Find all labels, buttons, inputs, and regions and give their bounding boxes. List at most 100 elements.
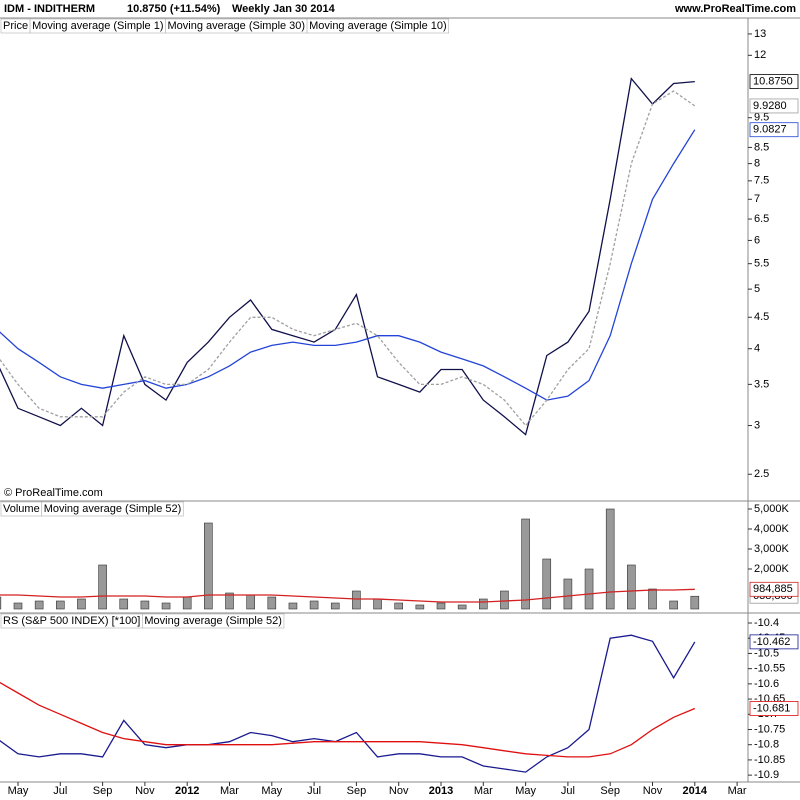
x-tick-label: Mar <box>474 785 493 797</box>
series-line <box>0 634 696 773</box>
x-tick-label: Jul <box>53 785 67 797</box>
date: Jan 30 2014 <box>273 3 336 15</box>
x-tick-label: Sep <box>600 785 620 797</box>
x-tick-label: Nov <box>135 785 155 797</box>
y-tick-label: -10.85 <box>754 754 785 766</box>
x-tick-label: Mar <box>220 785 239 797</box>
legend-box <box>142 613 285 629</box>
legend-entry: RS (S&P 500 INDEX) [*100] <box>3 615 140 627</box>
volume-bar <box>140 600 150 610</box>
legend-entry: Volume <box>3 503 40 515</box>
x-tick-label: 2012 <box>175 785 199 797</box>
y-tick-label: 5.5 <box>754 258 769 270</box>
value-box <box>749 581 799 597</box>
y-tick-label: 2.5 <box>754 468 769 480</box>
legend-box <box>41 501 184 517</box>
legend-entry: Price <box>3 20 28 32</box>
volume-bar <box>563 578 573 610</box>
volume-bar <box>13 602 23 610</box>
y-tick-label: 9.5 <box>754 112 769 124</box>
plot-area <box>0 77 696 436</box>
value-label: -10.462 <box>753 636 790 648</box>
volume-bar <box>330 602 340 610</box>
legend-entry: Moving average (Simple 52) <box>44 503 182 515</box>
x-tick-label: 2014 <box>683 785 708 797</box>
legend-entry: Moving average (Simple 52) <box>144 615 282 627</box>
x-tick-label: May <box>261 785 282 797</box>
y-tick-label: 3.5 <box>754 378 769 390</box>
y-tick-label: 4 <box>754 343 760 355</box>
legend-entry: Moving average (Simple 10) <box>309 20 447 32</box>
volume-bar <box>500 590 509 610</box>
credit: © ProRealTime.com <box>4 487 103 499</box>
volume-bar <box>246 594 255 610</box>
y-tick-label: 2,000K <box>754 563 790 575</box>
y-tick-label: -10.9 <box>754 769 779 781</box>
site: www.ProRealTime.com <box>674 3 796 15</box>
x-tick-label: 2013 <box>429 785 453 797</box>
value-box <box>749 74 799 90</box>
volume-bar <box>457 604 467 610</box>
plot-area <box>0 634 696 773</box>
volume-bar <box>119 598 129 610</box>
y-tick-label: 6.5 <box>754 213 769 225</box>
value-box <box>749 122 799 138</box>
x-tick-label: Nov <box>389 785 409 797</box>
volume-bar <box>478 598 488 610</box>
legend-entry: Moving average (Simple 1) <box>32 20 163 32</box>
volume-bar <box>161 602 171 610</box>
volume-bar <box>669 600 678 610</box>
volume-bar <box>373 598 382 610</box>
x-tick-label: Mar <box>728 785 747 797</box>
volume-bar <box>605 508 615 610</box>
value-label: 9.0827 <box>753 124 787 136</box>
volume-bar <box>690 595 700 610</box>
y-tick-label: 12 <box>754 49 766 61</box>
plot-area <box>0 508 700 610</box>
volume-bar <box>309 600 319 610</box>
series-line <box>0 129 696 401</box>
volume-bar <box>0 596 2 610</box>
symbol: IDM - INDITHERM <box>4 3 95 15</box>
y-tick-label: 4.5 <box>754 311 769 323</box>
y-tick-label: -10.6 <box>754 678 779 690</box>
y-tick-label: -10.5 <box>754 647 779 659</box>
y-tick-label: 6 <box>754 234 760 246</box>
volume-bar <box>542 558 552 610</box>
volume-bar <box>204 522 213 610</box>
volume-bar <box>98 564 107 610</box>
y-tick-label: 4,000K <box>754 523 790 535</box>
value-box <box>749 98 799 114</box>
volume-bar <box>34 600 44 610</box>
x-tick-label: Sep <box>347 785 367 797</box>
y-tick-label: -10.4 <box>754 617 779 629</box>
volume-bar <box>584 568 594 610</box>
volume-bar <box>77 598 86 610</box>
y-tick-label: 7 <box>754 193 760 205</box>
x-tick-label: Nov <box>643 785 663 797</box>
period: Weekly <box>232 3 271 15</box>
x-tick-label: Sep <box>93 785 113 797</box>
y-tick-label: -10.75 <box>754 723 785 735</box>
quote: 10.8750 (+11.54%) <box>127 3 221 15</box>
y-tick-label: 8 <box>754 158 760 170</box>
y-tick-label: 13 <box>754 28 766 40</box>
y-tick-label: 3 <box>754 419 760 431</box>
volume-bar <box>648 588 657 610</box>
value-label: 984,885 <box>753 583 793 595</box>
value-label: -10.681 <box>753 702 790 714</box>
value-label: 10.8750 <box>753 76 793 88</box>
volume-bar <box>627 564 636 610</box>
volume-bar <box>394 602 404 610</box>
y-tick-label: 3,000K <box>754 543 790 555</box>
x-tick-label: May <box>8 785 29 797</box>
series-line <box>0 588 695 603</box>
volume-bar <box>415 604 425 610</box>
volume-bar <box>436 602 446 610</box>
legend-box <box>306 18 450 34</box>
value-box <box>749 701 799 716</box>
y-tick-label: 5,000K <box>754 503 790 515</box>
y-tick-label: 8.5 <box>754 141 769 153</box>
y-tick-label: -10.55 <box>754 663 785 675</box>
